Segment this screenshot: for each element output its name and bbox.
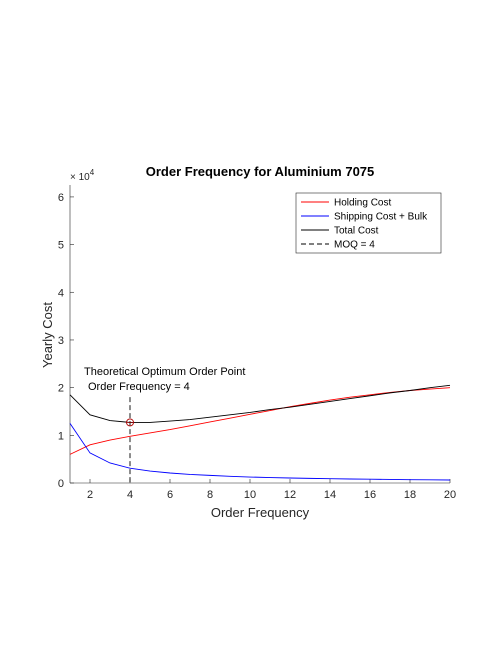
y-tick-label-4: 4 [58,287,64,299]
annotation-line-1: Theoretical Optimum Order Point [84,366,245,378]
x-tick-label-4: 4 [127,489,133,501]
series-line-shipping-cost-bulk [69,423,451,481]
series-line-holding-cost [69,387,451,455]
y-tick-label-1: 1 [58,430,64,442]
x-tick-label-20: 20 [444,489,456,501]
x-tick-label-6: 6 [167,489,173,501]
x-tick-label-8: 8 [207,489,213,501]
x-tick-label-14: 14 [324,489,336,501]
x-tick-label-2: 2 [87,489,93,501]
y-axis-title: Yearly Cost [40,302,55,368]
y-axis-exponent: × 104 [70,168,95,183]
legend-box [295,192,442,254]
annotation-layer: Theoretical Optimum Order Point Order Fre… [84,366,245,483]
y-tick-label-5: 5 [58,240,64,252]
y-tick-label-3: 3 [58,335,64,347]
legend-label-1: Shipping Cost + Bulk [334,212,428,223]
y-tick-label-6: 6 [58,192,64,204]
legend-label-3: MOQ = 4 [334,240,375,251]
y-exponent-base: × 10 [70,172,90,183]
x-tick-label-12: 12 [284,489,296,501]
legend-label-2: Total Cost [334,226,379,237]
x-tick-label-10: 10 [244,489,256,501]
y-tick-label-0: 0 [58,478,64,490]
y-tick-label-2: 2 [58,383,64,395]
x-axis-title: Order Frequency [211,505,310,520]
series-layer [69,384,451,481]
chart-title: Order Frequency for Aluminium 7075 [146,164,375,179]
x-tick-label-18: 18 [404,489,416,501]
x-tick-label-16: 16 [364,489,376,501]
y-exponent-power: 4 [90,168,95,177]
annotation-line-2: Order Frequency = 4 [88,381,190,393]
legend-label-0: Holding Cost [334,198,391,209]
legend: Holding Cost Shipping Cost + Bulk Total Co… [295,192,442,254]
